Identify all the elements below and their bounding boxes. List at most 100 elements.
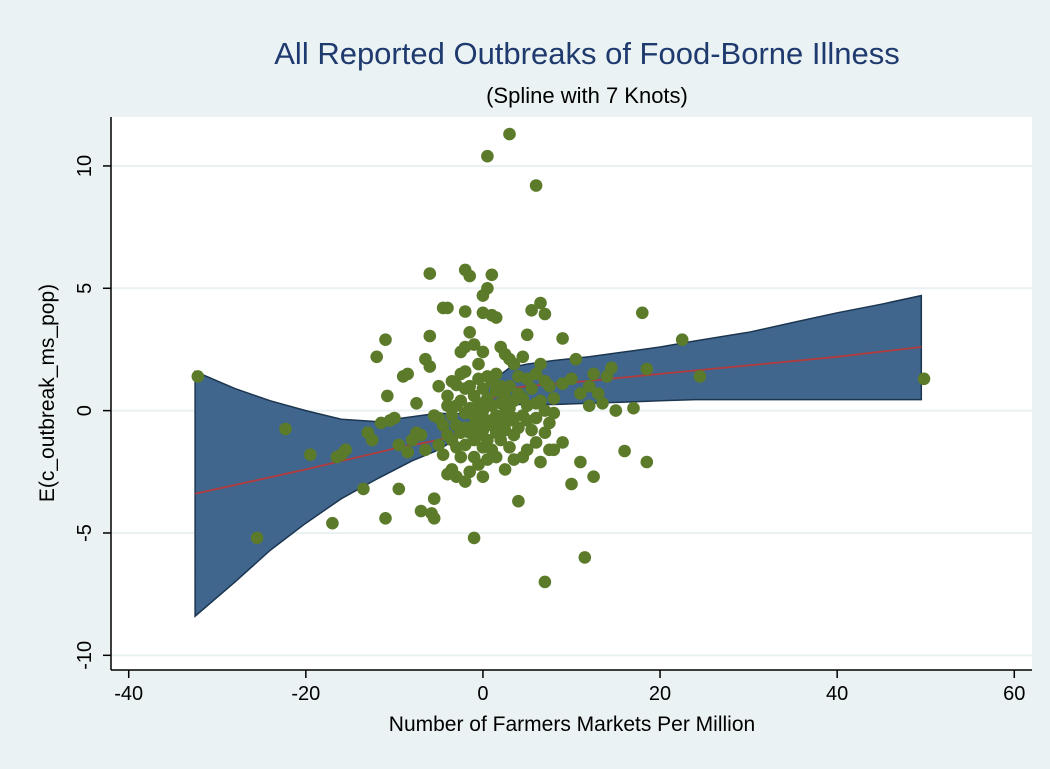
data-point	[370, 350, 384, 364]
data-point	[423, 329, 437, 343]
data-point	[587, 470, 600, 484]
data-point	[339, 443, 353, 457]
data-point	[392, 438, 406, 452]
data-point	[534, 455, 547, 469]
data-point	[538, 575, 552, 589]
data-point	[326, 516, 339, 530]
data-point	[693, 370, 707, 383]
x-tick-label: 60	[1003, 683, 1025, 705]
data-point	[481, 282, 494, 295]
data-point	[618, 444, 631, 458]
data-point	[494, 379, 508, 393]
data-point	[538, 307, 552, 321]
data-point	[191, 370, 205, 383]
data-point	[463, 379, 477, 393]
data-point	[529, 179, 543, 192]
data-point	[454, 450, 468, 464]
data-point	[917, 372, 931, 386]
data-point	[401, 367, 415, 381]
data-point	[640, 362, 654, 376]
data-point	[587, 367, 600, 381]
data-point	[534, 394, 547, 408]
data-point	[423, 360, 437, 373]
data-point	[547, 443, 561, 457]
y-tick-label: -5	[74, 524, 96, 542]
data-point	[538, 426, 552, 440]
data-point	[458, 475, 472, 488]
data-point	[605, 361, 618, 375]
data-point	[525, 423, 538, 437]
data-point	[574, 455, 587, 469]
data-point	[609, 404, 623, 417]
data-point	[565, 372, 578, 386]
data-point	[427, 492, 441, 506]
data-point	[494, 433, 508, 447]
data-point	[250, 531, 264, 545]
data-point	[489, 367, 503, 381]
data-point	[489, 450, 503, 464]
data-point	[529, 411, 543, 425]
data-point	[414, 428, 428, 442]
x-axis-label: Number of Farmers Markets Per Million	[389, 713, 755, 736]
data-point	[458, 305, 472, 318]
data-point	[578, 551, 592, 564]
data-point	[627, 401, 640, 415]
data-point	[516, 350, 530, 364]
data-point	[279, 422, 292, 436]
data-point	[441, 399, 454, 413]
data-point	[476, 470, 490, 484]
data-point	[574, 387, 587, 400]
y-tick-label: 5	[74, 283, 96, 294]
data-point	[520, 443, 534, 457]
data-point	[481, 149, 494, 163]
data-point	[640, 455, 654, 469]
data-point	[365, 433, 379, 447]
data-point	[529, 436, 543, 449]
data-point	[534, 296, 547, 310]
data-point	[547, 406, 561, 420]
data-point	[481, 433, 494, 447]
y-tick-label: 10	[74, 155, 96, 177]
data-point	[582, 379, 596, 393]
x-tick-label: 40	[826, 683, 848, 705]
data-point	[388, 411, 401, 425]
data-point	[498, 463, 512, 476]
data-point	[463, 269, 477, 283]
data-point	[381, 389, 394, 403]
data-point	[419, 443, 432, 457]
data-point	[427, 512, 441, 525]
y-tick-label: -10	[74, 641, 96, 670]
y-axis-label: E(c_outbreak_ms_pop)	[36, 284, 59, 502]
data-point	[463, 326, 477, 339]
points-layer	[191, 127, 931, 589]
data-point	[529, 367, 543, 381]
data-point	[472, 357, 485, 371]
data-point	[512, 494, 525, 508]
data-point	[556, 436, 569, 449]
data-point	[520, 328, 534, 342]
data-point	[423, 267, 437, 280]
data-point	[441, 389, 454, 403]
data-point	[379, 512, 392, 525]
data-point	[485, 268, 499, 282]
data-point	[565, 477, 578, 491]
data-point	[547, 392, 561, 405]
data-point	[525, 382, 538, 395]
data-point	[410, 397, 423, 410]
data-point	[596, 397, 609, 410]
data-point	[543, 416, 556, 430]
data-point	[441, 301, 454, 315]
data-point	[503, 127, 516, 141]
data-point	[467, 531, 481, 545]
x-tick-label: -20	[291, 683, 320, 705]
data-point	[432, 379, 446, 393]
data-point	[503, 379, 516, 393]
data-point	[392, 482, 406, 496]
data-point	[636, 306, 649, 320]
axes: -40 -20 0 20 40 60 -10 -5 0 5 10	[74, 117, 1032, 705]
data-point	[503, 441, 516, 454]
data-point	[507, 357, 521, 371]
data-point	[401, 445, 415, 459]
